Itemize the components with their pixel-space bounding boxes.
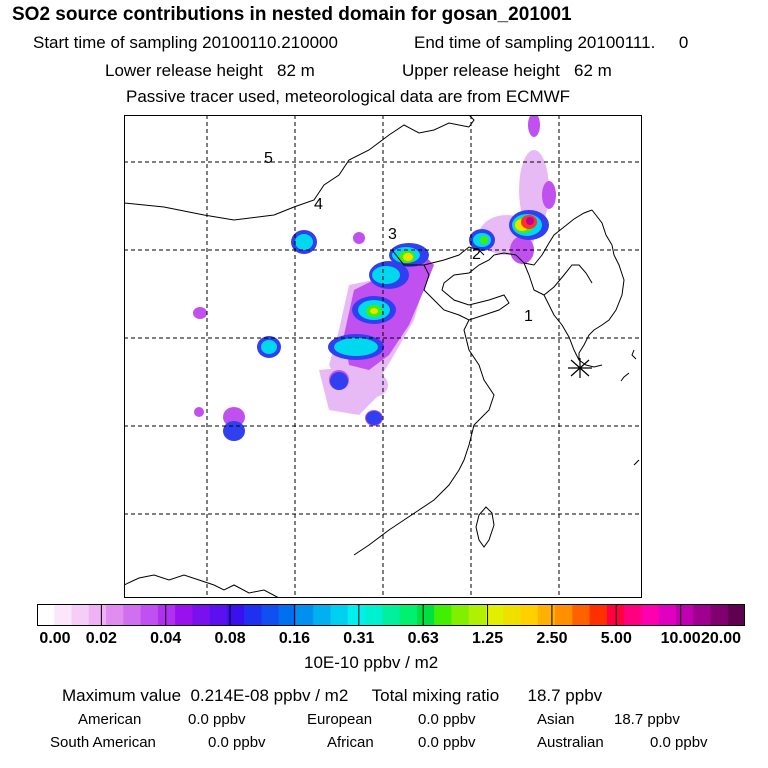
colorbar-cell [503, 604, 522, 626]
map-panel: 1 2 3 4 5 [124, 115, 642, 598]
colorbar-cell [140, 604, 159, 626]
colorbar-cell [54, 604, 73, 626]
colorbar-tick-label: 0.16 [278, 630, 311, 647]
colorbar-cell [157, 604, 176, 626]
colorbar-tick-label: 5.00 [600, 630, 632, 647]
colorbar-cell [675, 604, 694, 626]
map-title: SO2 source contributions in nested domai… [12, 4, 572, 25]
colorbar-cell [589, 604, 608, 626]
colorbar-tick-label: 1.25 [471, 630, 504, 647]
colorbar-cell [416, 604, 435, 626]
colorbar-tick-label: 20.00 [700, 630, 742, 647]
colorbar-cell [261, 604, 280, 626]
region-label-3: 3 [388, 226, 397, 243]
region-label-5: 5 [264, 150, 273, 167]
colorbar-cell [434, 604, 453, 626]
region-european-name: European [307, 711, 373, 728]
colorbar-tick-label: 0.02 [85, 630, 117, 647]
colorbar-cell [710, 604, 729, 626]
map-frame [124, 115, 642, 598]
colorbar-cell [226, 604, 245, 626]
plume-max [526, 217, 534, 225]
graticule [124, 115, 642, 598]
region-label-2: 2 [472, 246, 481, 263]
colorbar-tick-label: 0.31 [343, 630, 375, 647]
colorbar-cell [278, 604, 297, 626]
colorbar-cell [537, 604, 556, 626]
colorbar-cell [727, 604, 745, 626]
region-african-name: African [327, 734, 374, 751]
colorbar-tick-label: 2.50 [536, 630, 568, 647]
colorbar-tick-label: 0.00 [39, 630, 71, 647]
region-south-american-value: 0.0 ppbv [208, 734, 266, 751]
colorbar-cell [382, 604, 401, 626]
colorbar-cell [209, 604, 228, 626]
colorbar-cell [624, 604, 642, 626]
colorbar-cell [485, 604, 504, 626]
colorbar-cell [347, 604, 366, 626]
colorbar-cell [468, 604, 487, 626]
colorbar-cell [106, 604, 124, 626]
lower-release-height: Lower release height 82 m [105, 61, 315, 80]
data-source-info: Passive tracer used, meteorological data… [126, 87, 571, 106]
colorbar-cell [88, 604, 107, 626]
colorbar-cell [555, 604, 573, 626]
colorbar-cell [399, 604, 418, 626]
colorbar-cell [313, 604, 332, 626]
region-asian-value: 18.7 ppbv [614, 711, 680, 728]
colorbar-cell [451, 604, 470, 626]
colorbar-tick-label: 10.00 [660, 630, 701, 647]
end-time-label: End time of sampling 20100111. 0 [414, 33, 689, 52]
colorbar-cell [641, 604, 660, 626]
region-african-value: 0.0 ppbv [418, 734, 476, 751]
colorbar-cell [296, 604, 314, 626]
colorbar-cell [37, 604, 55, 626]
region-south-american-name: South American [50, 734, 156, 751]
asterisk-receptor-icon [568, 358, 592, 378]
colorbar-cell [244, 604, 263, 626]
region-american-name: American [78, 711, 142, 728]
region-european-value: 0.0 ppbv [418, 711, 476, 728]
colorbar-tick-label: 0.63 [407, 630, 439, 647]
region-australian-value: 0.0 ppbv [650, 734, 708, 751]
region-australian-name: Australian [537, 734, 604, 751]
region-asian-name: Asian [537, 711, 575, 728]
colorbar [37, 604, 745, 626]
colorbar-cell [330, 604, 349, 626]
region-label-1: 1 [524, 308, 533, 325]
colorbar-cell [123, 604, 142, 626]
region-american-value: 0.0 ppbv [188, 711, 246, 728]
colorbar-cell [658, 604, 677, 626]
colorbar-cell [71, 604, 90, 626]
colorbar-cell [175, 604, 194, 626]
colorbar-unit: 10E-10 ppbv / m2 [304, 653, 439, 672]
colorbar-cell [365, 604, 383, 626]
colorbar-cell [192, 604, 211, 626]
max-value-line: Maximum value 0.214E-08 ppbv / m2 Total … [62, 686, 603, 705]
colorbar-tick-label: 0.04 [150, 630, 182, 647]
colorbar-tick-label: 0.08 [214, 630, 246, 647]
colorbar-cell [520, 604, 539, 626]
colorbar-cell [693, 604, 712, 626]
region-label-4: 4 [314, 196, 323, 213]
colorbar-cell [572, 604, 591, 626]
upper-release-height: Upper release height 62 m [402, 61, 612, 80]
start-time-label: Start time of sampling 20100110.210000 [33, 33, 338, 52]
